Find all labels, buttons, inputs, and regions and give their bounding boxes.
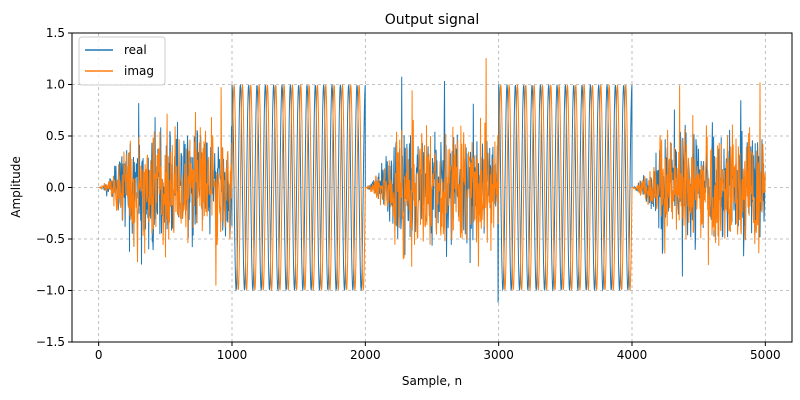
x-axis: 0 1000 2000 3000 4000 5000 bbox=[95, 342, 781, 362]
y-tick-label: 0.5 bbox=[46, 129, 65, 143]
y-axis-title: Amplitude bbox=[9, 156, 23, 218]
y-tick-label: 1.5 bbox=[46, 26, 65, 40]
x-tick-label: 1000 bbox=[217, 348, 248, 362]
y-axis: −1.5 −1.0 −0.5 0.0 0.5 1.0 1.5 bbox=[36, 26, 72, 349]
y-tick-label: −1.5 bbox=[36, 335, 65, 349]
y-tick-label: 1.0 bbox=[46, 78, 65, 92]
x-axis-title: Sample, n bbox=[402, 374, 462, 388]
x-tick-label: 3000 bbox=[483, 348, 514, 362]
legend-box bbox=[78, 36, 166, 86]
x-tick-label: 2000 bbox=[350, 348, 381, 362]
x-tick-label: 5000 bbox=[750, 348, 781, 362]
x-tick-label: 0 bbox=[95, 348, 103, 362]
plot-lines bbox=[98, 58, 766, 303]
legend: real imag bbox=[78, 36, 166, 86]
legend-label-imag: imag bbox=[124, 64, 154, 78]
y-tick-label: 0.0 bbox=[46, 181, 65, 195]
y-tick-label: −0.5 bbox=[36, 232, 65, 246]
y-tick-label: −1.0 bbox=[36, 284, 65, 298]
series-line-imag bbox=[98, 58, 766, 291]
legend-label-real: real bbox=[124, 43, 147, 57]
x-tick-label: 4000 bbox=[617, 348, 648, 362]
chart-title: Output signal bbox=[385, 12, 480, 28]
